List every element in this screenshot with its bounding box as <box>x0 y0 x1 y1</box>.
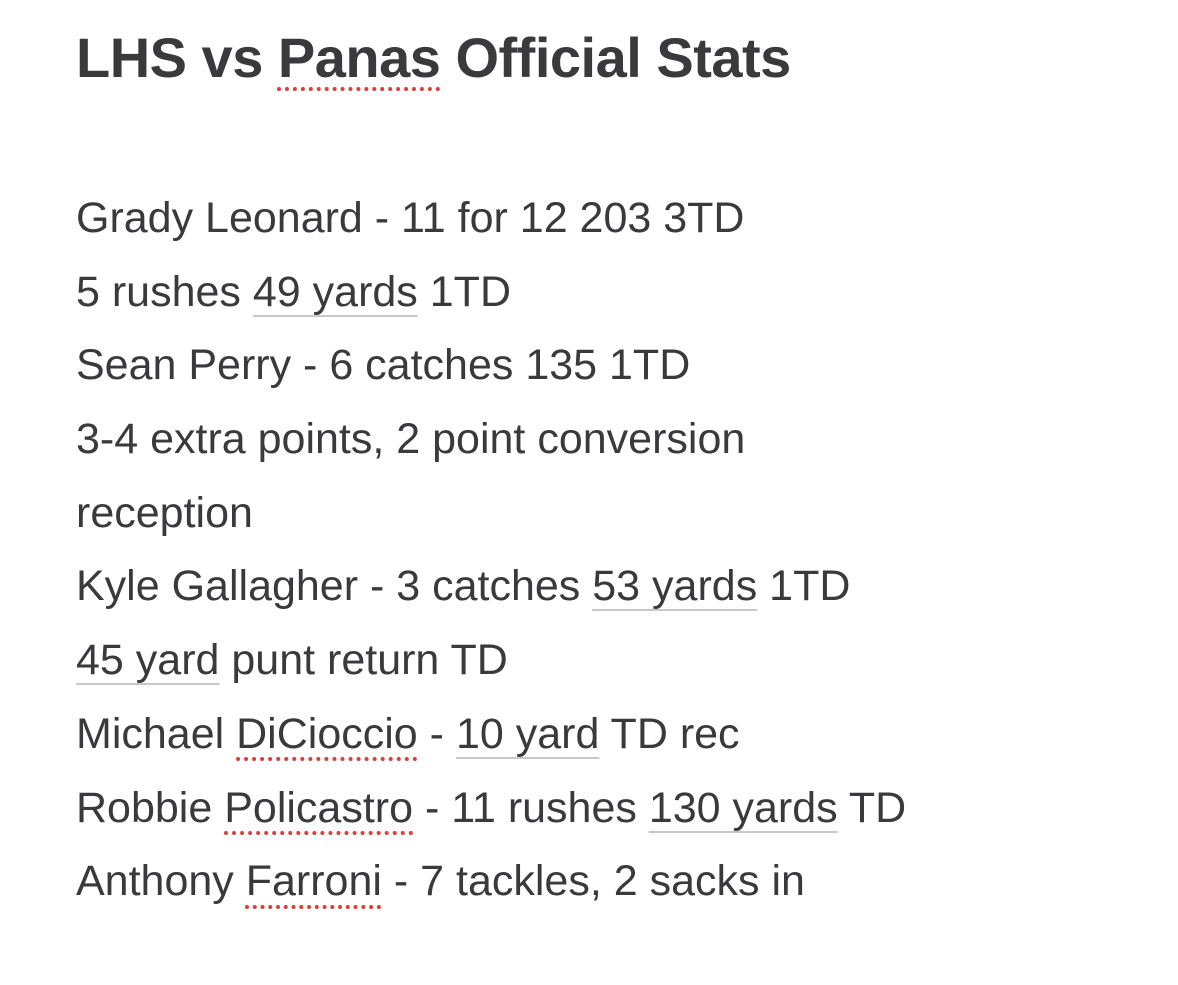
note-line: Kyle Gallagher - 3 catches 53 yards 1TD <box>76 550 906 624</box>
note-line: 3-4 extra points, 2 point conversion <box>76 403 906 477</box>
line-text: - 11 rushes <box>413 783 649 832</box>
note-title: LHS vs Panas Official Stats <box>76 26 791 90</box>
note-line: Sean Perry - 6 catches 135 1TD <box>76 329 906 403</box>
line-text: 3-4 extra points, 2 point conversion <box>76 415 746 464</box>
measurement-link[interactable]: 45 yard <box>76 636 220 685</box>
line-text: punt return TD <box>219 636 508 685</box>
note-line: Anthony Farroni - 7 tackles, 2 sacks in <box>76 845 906 919</box>
note-line: Grady Leonard - 11 for 12 203 3TD <box>76 182 906 256</box>
misspelled-word[interactable]: Policastro <box>224 783 414 832</box>
note-line: Michael DiCioccio - 10 yard TD rec <box>76 698 906 772</box>
line-text: TD rec <box>599 709 740 758</box>
line-text: Sean Perry - 6 catches 135 1TD <box>76 341 691 390</box>
line-text: Robbie <box>76 783 225 832</box>
line-text: 5 rushes <box>76 267 253 316</box>
note-line: reception <box>76 477 906 551</box>
note-line: Robbie Policastro - 11 rushes 130 yards … <box>76 772 906 846</box>
measurement-link[interactable]: 49 yards <box>252 267 418 316</box>
misspelled-word[interactable]: Farroni <box>245 857 382 906</box>
line-text: 1TD <box>757 562 851 611</box>
line-text: 1TD <box>417 267 511 316</box>
line-text: Kyle Gallagher - 3 catches <box>76 562 593 611</box>
measurement-link[interactable]: 130 yards <box>648 783 838 832</box>
note-line: 5 rushes 49 yards 1TD <box>76 256 906 330</box>
title-suffix: Official Stats <box>440 26 791 89</box>
measurement-link[interactable]: 10 yard <box>455 709 600 758</box>
title-prefix: LHS vs <box>76 26 278 89</box>
line-text: - 7 tackles, 2 sacks in <box>381 857 805 906</box>
misspelled-word[interactable]: Panas <box>277 26 441 89</box>
note-line: 45 yard punt return TD <box>76 624 906 698</box>
misspelled-word[interactable]: DiCioccio <box>236 709 418 758</box>
line-text: reception <box>76 488 253 537</box>
line-text: Michael <box>76 709 237 758</box>
line-text: - <box>417 709 456 758</box>
note-body[interactable]: Grady Leonard - 11 for 12 203 3TD 5 rush… <box>76 182 906 919</box>
line-text: TD <box>837 783 907 832</box>
measurement-link[interactable]: 53 yards <box>592 562 758 611</box>
line-text: Grady Leonard - 11 for 12 203 3TD <box>76 194 745 242</box>
line-text: Anthony <box>76 857 246 906</box>
